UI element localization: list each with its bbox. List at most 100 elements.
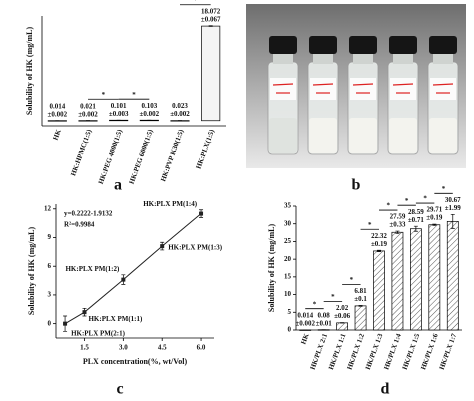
y-tick-label: 9 bbox=[48, 233, 52, 241]
vial-cap bbox=[429, 36, 457, 54]
error-bar bbox=[358, 305, 363, 307]
x-tick-label: 3.0 bbox=[119, 344, 128, 352]
error-bar bbox=[413, 225, 418, 232]
value-label: 2.02 bbox=[336, 304, 349, 312]
x-tick-label: 4.5 bbox=[158, 344, 167, 352]
vial-writing bbox=[312, 83, 334, 86]
vial-cap bbox=[349, 36, 377, 54]
bar bbox=[201, 25, 221, 122]
error-label: ±0.002 bbox=[48, 110, 68, 118]
significance-label: * bbox=[331, 293, 335, 301]
error-bar bbox=[432, 223, 437, 226]
y-tick-label: 5 bbox=[288, 308, 292, 316]
point bbox=[63, 321, 68, 326]
vial-tag bbox=[350, 78, 376, 100]
significance-label: * bbox=[350, 276, 354, 284]
y-axis-title: Solubility of HK (mg/mL) bbox=[27, 227, 36, 316]
bar bbox=[354, 305, 367, 331]
bar bbox=[391, 231, 404, 331]
error-label: ±0.1 bbox=[354, 295, 367, 303]
x-axis-title: PLX concentration(%, wt/Vol) bbox=[83, 357, 188, 366]
vial-cap bbox=[389, 36, 417, 54]
y-tick-label: 0 bbox=[48, 319, 52, 327]
vial-cap bbox=[309, 36, 337, 54]
value-label: 22.32 bbox=[371, 232, 387, 240]
vial-tag bbox=[270, 78, 296, 100]
x-tick-label: HK bbox=[51, 128, 62, 141]
vial-writing bbox=[392, 83, 414, 86]
error-label: ±0.002 bbox=[170, 110, 190, 118]
vial-neck bbox=[273, 52, 293, 64]
error-label: ±0.002 bbox=[78, 110, 98, 118]
vial-tag bbox=[390, 78, 416, 100]
annotation: y=0.2222-1.9132 bbox=[64, 210, 113, 218]
error-label: ±0.19 bbox=[426, 214, 443, 222]
point bbox=[160, 244, 165, 249]
y-axis-title: Solubility of HK (mg/mL) bbox=[267, 224, 276, 313]
x-tick-label: HK bbox=[299, 332, 310, 345]
point-label: HK:PLX PM(1:2) bbox=[65, 265, 120, 273]
bar bbox=[410, 228, 422, 331]
x-tick-label: HK:HPMC(1:5) bbox=[69, 128, 93, 177]
vial-neck bbox=[393, 52, 413, 64]
error-label: ±1.99 bbox=[445, 204, 462, 212]
vial-writing bbox=[432, 83, 454, 86]
x-tick-label: HK:PVP K30(1:5) bbox=[159, 128, 185, 183]
vial-neck bbox=[353, 52, 373, 64]
bar bbox=[336, 322, 348, 331]
y-tick-label: 0 bbox=[288, 326, 292, 334]
error-bar bbox=[377, 249, 381, 252]
y-tick-label: 20 bbox=[284, 255, 292, 263]
y-tick-label: 35 bbox=[284, 202, 292, 210]
error-label: ±0.002 bbox=[295, 320, 315, 328]
point-label: HK:PLX PM(2:1) bbox=[71, 329, 126, 337]
error-label: ±0.71 bbox=[408, 216, 425, 224]
value-label: 0.023 bbox=[172, 102, 188, 110]
bar bbox=[373, 250, 385, 331]
x-tick-label: 1.5 bbox=[80, 344, 89, 352]
panel-label: a bbox=[114, 177, 122, 194]
bar bbox=[428, 224, 441, 331]
point-label: HK:PLX PM(1:1) bbox=[88, 315, 143, 323]
significance-label: * bbox=[386, 202, 390, 210]
error-bar bbox=[208, 25, 213, 27]
panel-label: c bbox=[116, 381, 123, 398]
error-label: ±0.003 bbox=[109, 110, 129, 118]
point bbox=[199, 211, 204, 216]
x-tick-label: HK/PLX 1:2 bbox=[345, 332, 366, 371]
value-label: 0.014 bbox=[49, 102, 65, 110]
value-label: 29.71 bbox=[426, 206, 442, 214]
vial-writing bbox=[352, 83, 374, 86]
y-tick-label: 6 bbox=[48, 262, 52, 270]
significance-label: * bbox=[405, 197, 409, 205]
bar bbox=[446, 220, 459, 331]
vial-liquid bbox=[429, 118, 457, 153]
panel-label: b bbox=[352, 177, 361, 194]
value-label: 18.072 bbox=[201, 7, 221, 15]
value-label: 28.59 bbox=[408, 208, 424, 216]
y-tick-label: 12 bbox=[44, 204, 52, 212]
error-label: ±0.06 bbox=[334, 312, 351, 320]
x-tick-label: HK/PLX 1:6 bbox=[419, 332, 440, 371]
value-label: 6.81 bbox=[354, 287, 367, 295]
x-tick-label: HK/PLX 1:4 bbox=[382, 332, 403, 371]
x-tick-label: HK:PLX(1:5) bbox=[194, 128, 216, 170]
point bbox=[121, 277, 126, 282]
point bbox=[82, 310, 87, 315]
vial-tag bbox=[430, 78, 456, 100]
y-tick-label: 3 bbox=[48, 291, 52, 299]
vial-liquid bbox=[269, 118, 297, 153]
error-label: ±0.01 bbox=[316, 319, 333, 327]
vial-tag bbox=[310, 78, 336, 100]
x-tick-label: HK/PLX 1:3 bbox=[364, 332, 385, 371]
annotation: R²=0.9984 bbox=[64, 221, 95, 229]
value-label: 27.59 bbox=[390, 213, 406, 221]
y-tick-label: 30 bbox=[284, 219, 292, 227]
significance-label: * bbox=[194, 0, 198, 4]
x-tick-label: HK/PLX 2:1 bbox=[309, 332, 330, 371]
vial-neck bbox=[313, 52, 333, 64]
x-tick-label: HK:PEG 6000(1:5) bbox=[128, 128, 155, 185]
vial-liquid bbox=[309, 118, 337, 153]
error-label: ±0.067 bbox=[201, 15, 221, 23]
